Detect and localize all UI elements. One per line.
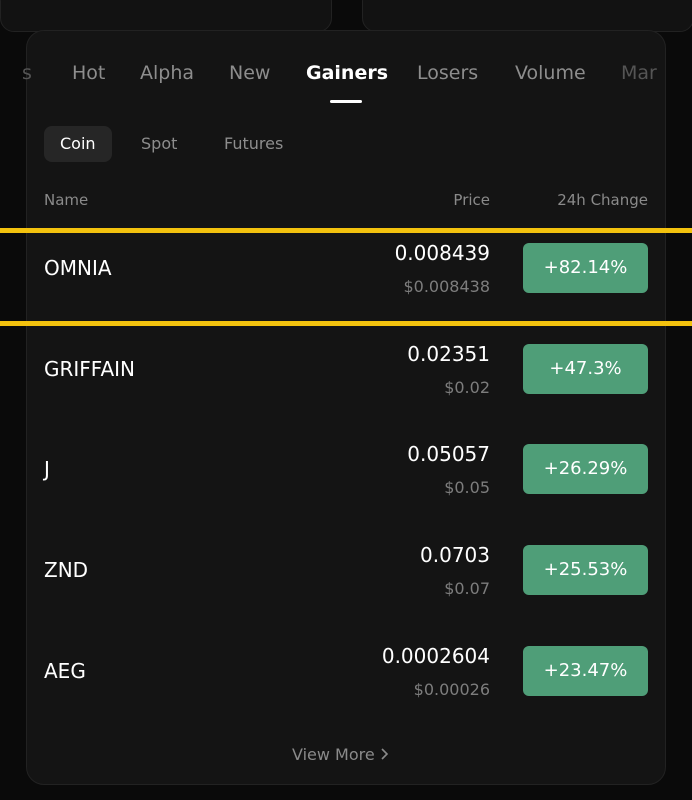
subtab[interactable]: Coin — [44, 126, 112, 162]
tab[interactable]: Gainers — [306, 62, 389, 84]
chevron-icon — [381, 748, 388, 760]
subtab[interactable]: Spot — [141, 134, 178, 153]
highlight-line — [0, 228, 692, 233]
usd-price: $0.05 — [444, 478, 490, 498]
coin-name[interactable]: AEG — [44, 658, 86, 683]
usd-price: $0.008438 — [403, 277, 490, 296]
top-card — [0, 0, 332, 32]
coin-name[interactable]: J — [44, 457, 50, 482]
coin-name[interactable]: GRIFFAIN — [44, 356, 136, 381]
header-price: Price — [453, 191, 490, 209]
tab[interactable]: Volume — [515, 62, 586, 84]
highlight-line — [0, 321, 692, 326]
tab-underline — [330, 100, 362, 103]
change-badge: +47.3% — [523, 343, 648, 394]
tab[interactable]: Losers — [417, 62, 479, 84]
price: 0.02351 — [407, 341, 490, 366]
top-card — [362, 0, 692, 32]
header-change: 24h Change — [557, 191, 648, 209]
tab[interactable]: s — [22, 62, 32, 84]
change-badge: +25.53% — [523, 545, 648, 596]
usd-price: $0.02 — [444, 377, 490, 397]
tab[interactable]: Hot — [72, 62, 106, 84]
change-badge: +82.14% — [523, 243, 648, 293]
price: 0.0703 — [420, 543, 490, 568]
view-more[interactable]: View More — [292, 744, 391, 766]
change-badge: +23.47% — [523, 645, 648, 696]
tab[interactable]: New — [229, 62, 271, 84]
header-name: Name — [44, 191, 89, 209]
usd-price: $0.07 — [444, 579, 490, 599]
price: 0.008439 — [394, 241, 490, 265]
view-more-text[interactable]: View More — [292, 745, 375, 764]
tab[interactable]: Mar — [621, 62, 657, 84]
coin-name[interactable]: OMNIA — [44, 256, 112, 280]
tab[interactable]: Alpha — [140, 62, 195, 84]
change-badge: +26.29% — [523, 444, 648, 495]
subtab[interactable]: Futures — [224, 134, 284, 153]
coin-name[interactable]: ZND — [44, 558, 89, 583]
price: 0.05057 — [407, 442, 490, 467]
price: 0.0002604 — [381, 643, 490, 668]
usd-price: $0.00026 — [413, 679, 490, 699]
